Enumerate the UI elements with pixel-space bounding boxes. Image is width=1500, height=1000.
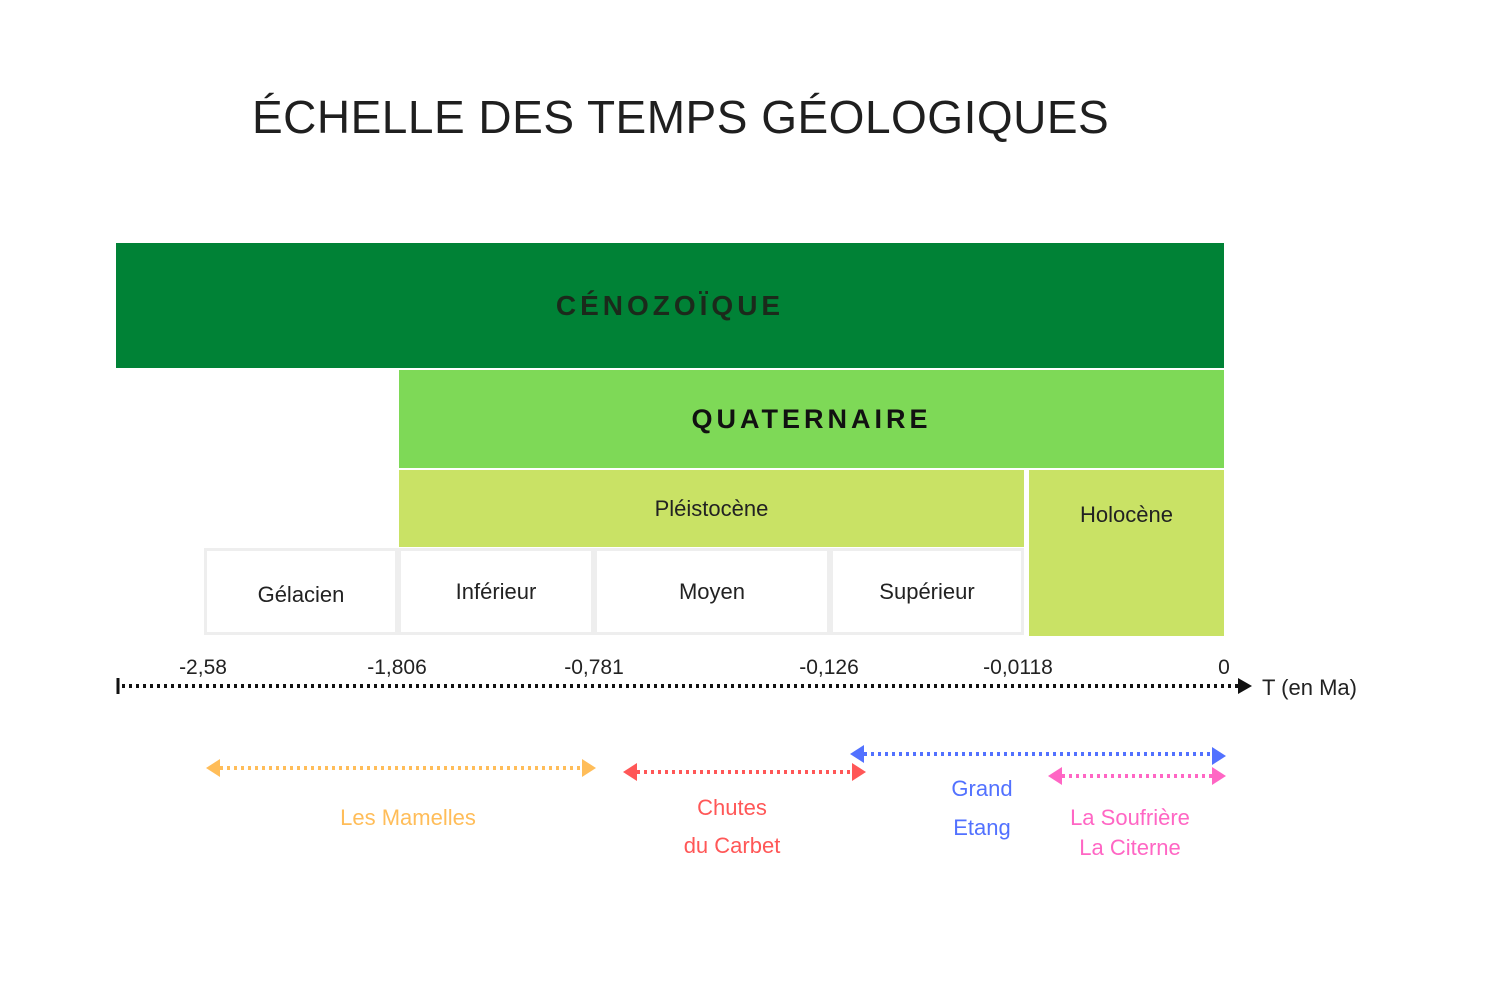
axis-tick-label: -2,58 [179,656,227,679]
page-title: ÉCHELLE DES TEMPS GÉOLOGIQUES [252,91,1110,143]
era-label: CÉNOZOÏQUE [555,289,785,321]
formation-label-les-mamelles: Les Mamelles [340,805,476,830]
epoch-band-holocene: Holocène [1029,470,1224,636]
formation-label-grand-etang-line2: Etang [953,815,1011,840]
epoch-label-holocene: Holocène [1080,502,1173,527]
axis-tick-label: -1,806 [367,656,427,679]
formation-label-chutes-line1: Chutes [697,795,767,820]
epoch-band-pleistocene: Pléistocène [399,470,1024,547]
arrow-chutes-du-carbet [623,763,866,781]
formation-label-soufriere-line2: La Citerne [1079,835,1181,860]
formation-label-soufriere-line1: La Soufrière [1070,805,1190,830]
axis-unit-label: T (en Ma) [1262,675,1357,700]
stage-inferieur: Inférieur [398,548,594,635]
arrow-la-soufriere [1048,767,1226,785]
stage-label: Moyen [678,578,746,604]
stage-superieur: Supérieur [830,548,1024,635]
epoch-label-pleistocene: Pléistocène [654,495,769,521]
stage-label: Supérieur [879,578,975,604]
formation-label-grand-etang-line1: Grand [951,776,1013,801]
arrow-grand-etang [850,745,1226,765]
period-band-quaternaire: QUATERNAIRE [399,370,1224,468]
arrow-les-mamelles [206,759,596,777]
stage-moyen: Moyen [594,548,830,635]
period-label: QUATERNAIRE [691,403,932,434]
stage-label: Gélacien [257,581,345,607]
stage-gelacien: Gélacien [204,548,398,635]
era-band-cenozoique: CÉNOZOÏQUE [116,243,1224,368]
axis-tick-label: -0,0118 [983,656,1053,679]
formation-label-chutes-line2: du Carbet [683,833,781,858]
axis-tick-label: 0 [1218,656,1230,679]
stage-label: Inférieur [455,578,537,604]
axis-arrow-icon [1238,678,1252,694]
axis-tick-label: -0,781 [564,656,624,679]
axis-tick-label: -0,126 [799,656,859,679]
